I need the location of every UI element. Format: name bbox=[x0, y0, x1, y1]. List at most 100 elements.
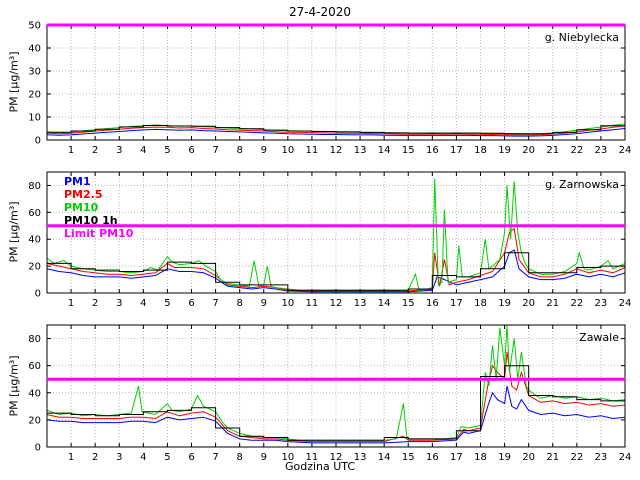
svg-text:23: 23 bbox=[595, 145, 608, 156]
svg-text:14: 14 bbox=[378, 452, 391, 463]
svg-text:19: 19 bbox=[498, 145, 511, 156]
y-axis-label-middle: PM [µg/m³] bbox=[7, 201, 21, 263]
svg-text:3: 3 bbox=[116, 145, 122, 156]
svg-text:40: 40 bbox=[28, 44, 41, 55]
svg-text:20: 20 bbox=[522, 452, 535, 463]
svg-text:12: 12 bbox=[330, 145, 343, 156]
svg-text:18: 18 bbox=[474, 298, 487, 309]
svg-text:24: 24 bbox=[619, 145, 632, 156]
svg-text:9: 9 bbox=[261, 452, 267, 463]
svg-text:19: 19 bbox=[498, 298, 511, 309]
svg-text:15: 15 bbox=[402, 452, 415, 463]
svg-text:4: 4 bbox=[140, 298, 146, 309]
svg-text:9: 9 bbox=[261, 298, 267, 309]
svg-text:10: 10 bbox=[281, 298, 294, 309]
svg-text:11: 11 bbox=[306, 452, 319, 463]
svg-text:19: 19 bbox=[498, 452, 511, 463]
legend-item-pm10-1h: PM10 1h bbox=[64, 214, 118, 227]
svg-text:21: 21 bbox=[546, 452, 559, 463]
svg-text:7: 7 bbox=[212, 145, 218, 156]
svg-text:0: 0 bbox=[35, 136, 41, 147]
svg-text:5: 5 bbox=[164, 145, 170, 156]
svg-text:8: 8 bbox=[236, 452, 242, 463]
svg-text:17: 17 bbox=[450, 145, 463, 156]
svg-text:9: 9 bbox=[261, 145, 267, 156]
svg-text:4: 4 bbox=[140, 452, 146, 463]
svg-text:10: 10 bbox=[281, 452, 294, 463]
svg-text:60: 60 bbox=[28, 361, 41, 372]
svg-text:7: 7 bbox=[212, 298, 218, 309]
svg-text:24: 24 bbox=[619, 298, 632, 309]
x-axis-label: Godzina UTC bbox=[284, 460, 356, 473]
y-axis-label-bottom: PM [µg/m³] bbox=[7, 355, 21, 417]
svg-text:20: 20 bbox=[28, 90, 41, 101]
svg-text:14: 14 bbox=[378, 145, 391, 156]
svg-text:30: 30 bbox=[28, 67, 41, 78]
svg-text:2: 2 bbox=[92, 452, 98, 463]
svg-text:5: 5 bbox=[164, 298, 170, 309]
svg-text:10: 10 bbox=[28, 113, 41, 124]
svg-text:18: 18 bbox=[474, 145, 487, 156]
svg-text:20: 20 bbox=[522, 298, 535, 309]
svg-text:40: 40 bbox=[28, 235, 41, 246]
legend: PM1 PM2.5 PM10 PM10 1h Limit PM10 bbox=[64, 175, 133, 240]
svg-text:18: 18 bbox=[474, 452, 487, 463]
svg-text:11: 11 bbox=[306, 145, 319, 156]
svg-text:16: 16 bbox=[426, 145, 439, 156]
svg-text:17: 17 bbox=[450, 298, 463, 309]
svg-text:16: 16 bbox=[426, 298, 439, 309]
svg-text:6: 6 bbox=[188, 145, 194, 156]
svg-text:24: 24 bbox=[619, 452, 632, 463]
svg-text:22: 22 bbox=[570, 298, 583, 309]
legend-item-limit: Limit PM10 bbox=[64, 227, 134, 240]
svg-text:20: 20 bbox=[28, 415, 41, 426]
svg-text:1: 1 bbox=[68, 298, 74, 309]
svg-text:22: 22 bbox=[570, 452, 583, 463]
svg-text:14: 14 bbox=[378, 298, 391, 309]
svg-text:1: 1 bbox=[68, 145, 74, 156]
svg-text:8: 8 bbox=[236, 298, 242, 309]
station-label-zawale: Zawale bbox=[579, 331, 619, 344]
svg-text:21: 21 bbox=[546, 298, 559, 309]
legend-item-pm1: PM1 bbox=[64, 175, 91, 188]
svg-text:0: 0 bbox=[35, 443, 41, 454]
station-label-zarnowska: g. Zarnowska bbox=[545, 178, 619, 191]
legend-item-pm25: PM2.5 bbox=[64, 188, 103, 201]
svg-text:2: 2 bbox=[92, 298, 98, 309]
chart-title: 27-4-2020 bbox=[288, 5, 352, 19]
svg-text:11: 11 bbox=[306, 298, 319, 309]
svg-text:20: 20 bbox=[522, 145, 535, 156]
svg-text:15: 15 bbox=[402, 145, 415, 156]
legend-item-pm10: PM10 bbox=[64, 201, 99, 214]
svg-text:3: 3 bbox=[116, 298, 122, 309]
svg-text:16: 16 bbox=[426, 452, 439, 463]
svg-text:6: 6 bbox=[188, 452, 194, 463]
svg-text:80: 80 bbox=[28, 334, 41, 345]
svg-text:23: 23 bbox=[595, 298, 608, 309]
svg-text:13: 13 bbox=[354, 298, 367, 309]
y-axis-label-top: PM [µg/m³] bbox=[7, 51, 21, 113]
svg-text:7: 7 bbox=[212, 452, 218, 463]
svg-text:0: 0 bbox=[35, 289, 41, 300]
svg-text:10: 10 bbox=[281, 145, 294, 156]
svg-text:6: 6 bbox=[188, 298, 194, 309]
svg-text:2: 2 bbox=[92, 145, 98, 156]
svg-text:40: 40 bbox=[28, 388, 41, 399]
svg-text:12: 12 bbox=[330, 452, 343, 463]
svg-text:13: 13 bbox=[354, 452, 367, 463]
svg-text:4: 4 bbox=[140, 145, 146, 156]
svg-text:20: 20 bbox=[28, 262, 41, 273]
svg-text:8: 8 bbox=[236, 145, 242, 156]
svg-text:80: 80 bbox=[28, 181, 41, 192]
svg-text:3: 3 bbox=[116, 452, 122, 463]
svg-text:1: 1 bbox=[68, 452, 74, 463]
station-label-niebylecka: g. Niebylecka bbox=[544, 31, 619, 44]
svg-text:15: 15 bbox=[402, 298, 415, 309]
svg-text:21: 21 bbox=[546, 145, 559, 156]
svg-text:23: 23 bbox=[595, 452, 608, 463]
svg-text:5: 5 bbox=[164, 452, 170, 463]
svg-text:13: 13 bbox=[354, 145, 367, 156]
svg-text:12: 12 bbox=[330, 298, 343, 309]
